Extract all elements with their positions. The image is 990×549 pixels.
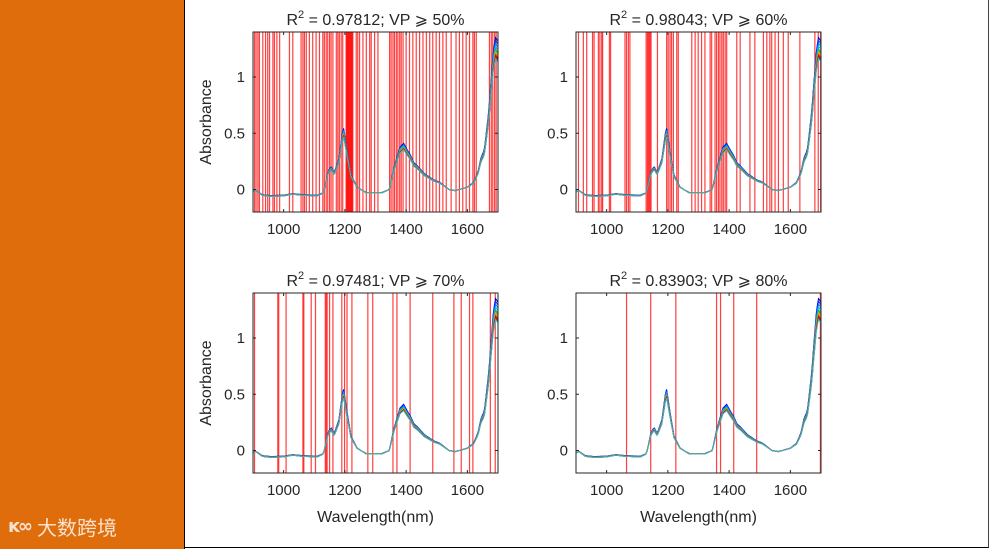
chart-panel-1: 1000 1200 1400 1600 0 0.5 1 R2 = 0.97812; VP ⩾ … [198,9,499,238]
logo-text: 大数跨境 [36,516,117,540]
x-tick-label: 1400 [389,482,422,499]
sidebar-panel: ᴋ∞ 大数跨境 [0,0,185,549]
x-tick-label: 1600 [451,221,484,238]
chart-title: R2 = 0.97812; VP ⩾ 50% [286,9,464,29]
chart-panel-2: 1000 1200 1400 1600 0 0.5 1 R2 = 0.98043; VP ⩾ … [547,9,822,238]
axes-box [575,31,822,213]
chart-title: R2 = 0.98043; VP ⩾ 60% [609,9,787,29]
y-tick-label: 1 [237,69,245,86]
y-tick-label: 1 [237,330,245,347]
chart-panel-4: 1000 1200 1400 1600 0 0.5 1 R2 = 0.83903; VP ⩾ … [547,270,822,526]
y-tick-label: 0 [560,182,568,199]
spectrum-series [575,57,822,198]
x-tick-label: 1000 [267,482,300,499]
x-tick-label: 1400 [712,482,745,499]
y-tick-label: 1 [560,69,568,86]
plot-area [576,293,821,473]
x-tick-label: 1200 [651,482,684,499]
y-tick-label: 0.5 [224,125,245,142]
spectrum-series [252,318,499,459]
spectrum-series [575,318,822,459]
axes-box [252,31,499,213]
logo-mark-icon: ᴋ∞ [8,516,33,537]
chart-title: R2 = 0.83903; VP ⩾ 80% [609,270,787,290]
spectrum-series [252,57,499,198]
x-tick-label: 1400 [712,221,745,238]
x-tick-label: 1000 [590,482,623,499]
y-tick-label: 0 [560,443,568,460]
x-tick-label: 1200 [651,221,684,238]
x-tick-label: 1400 [389,221,422,238]
brand-logo: ᴋ∞ 大数跨境 [8,512,117,541]
chart-panel-3: 1000 1200 1400 1600 0 0.5 1 R2 = 0.97481; VP ⩾ … [198,270,499,526]
y-tick-label: 0.5 [547,125,568,142]
x-axis-label: Wavelength(nm) [317,509,434,526]
x-tick-label: 1600 [451,482,484,499]
plot-area [253,293,498,473]
y-tick-label: 0.5 [224,386,245,403]
axes-box [575,292,822,474]
plot-area [253,32,498,212]
y-tick-label: 0 [237,443,245,460]
y-tick-label: 0.5 [547,386,568,403]
x-tick-label: 1200 [328,221,361,238]
y-axis-label: Absorbance [198,340,215,425]
y-tick-label: 1 [560,330,568,347]
x-tick-label: 1600 [774,221,807,238]
x-tick-label: 1600 [774,482,807,499]
y-axis-label: Absorbance [198,79,215,164]
x-tick-label: 1200 [328,482,361,499]
slide-content [185,0,989,548]
chart-title: R2 = 0.97481; VP ⩾ 70% [286,270,464,290]
y-tick-label: 0 [237,182,245,199]
x-tick-label: 1000 [590,221,623,238]
x-axis-label: Wavelength(nm) [640,509,757,526]
axes-box [252,292,499,474]
x-tick-label: 1000 [267,221,300,238]
